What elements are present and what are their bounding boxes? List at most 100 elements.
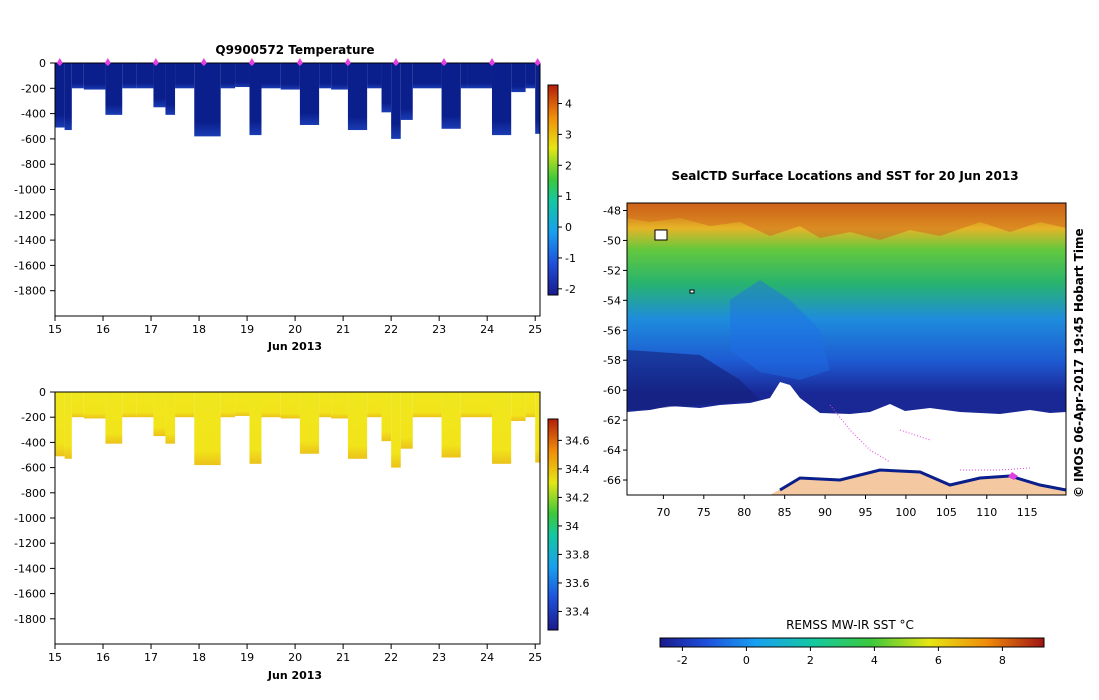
map-y-tick-label: -56 — [603, 324, 621, 337]
x-tick-label: 21 — [336, 651, 350, 664]
map-x-tick-label: 110 — [976, 506, 997, 519]
map-y-tick-label: -50 — [603, 234, 621, 247]
temperature-panel: Q9900572 Temperature 0 -200 -400 -600 -800 -1… — [14, 43, 576, 353]
y-tick-label: -800 — [21, 487, 46, 500]
y-tick-label: -200 — [21, 411, 46, 424]
salinity-profile-column — [122, 392, 137, 418]
map-x-tick-label: 90 — [818, 506, 832, 519]
map-x-tick-label: 85 — [778, 506, 792, 519]
profile-marker — [440, 58, 447, 66]
temperature-profile-column — [136, 63, 154, 89]
sst-cold-region — [627, 350, 760, 410]
y-tick-label: -1200 — [14, 537, 46, 550]
temperature-profile-column — [347, 63, 368, 131]
temperature-profile-column — [249, 63, 262, 136]
salinity-profile-column — [175, 392, 195, 418]
credit-text: IMOS 06-Apr-2017 19:45 Hobart Time — [1072, 228, 1086, 482]
salinity-profile-column — [525, 392, 536, 418]
x-tick-label: 17 — [144, 651, 158, 664]
salinity-profile-column — [467, 392, 492, 418]
temperature-profile-column — [64, 63, 72, 131]
map-x-tick-label: 70 — [656, 506, 670, 519]
salinity-profile-column — [220, 392, 236, 418]
seal-position-marker — [1008, 472, 1018, 480]
temperature-title: Q9900572 Temperature — [215, 43, 374, 57]
salinity-colorbar-ticks: 33.4 33.6 33.8 34 34.2 34.4 34.6 — [558, 434, 590, 618]
salinity-plot-frame — [54, 391, 541, 645]
map-x-tick-label: 115 — [1017, 506, 1038, 519]
colorbar-tick-label: 34.6 — [565, 434, 590, 447]
profile-marker — [344, 58, 351, 66]
temperature-profile-column — [319, 63, 332, 89]
profile-marker — [104, 58, 111, 66]
sst-map-panel: SealCTD Surface Locations and SST for 20… — [603, 169, 1067, 667]
sst-field — [627, 203, 1067, 495]
x-tick-label: 19 — [240, 323, 254, 336]
x-tick-label: 22 — [384, 323, 398, 336]
antarctic-land — [770, 470, 1066, 495]
salinity-y-axis: 0 -200 -400 -600 -800 -1000 -1200 -1400 -1600 -18… — [14, 386, 55, 626]
x-tick-label: 25 — [528, 651, 542, 664]
map-frame — [626, 202, 1067, 496]
sst-colorbar-tick-label: 4 — [871, 654, 878, 667]
map-y-tick-label: -58 — [603, 354, 621, 367]
map-x-tick-label: 80 — [737, 506, 751, 519]
map-x-tick-label: 75 — [697, 506, 711, 519]
profile-marker — [392, 58, 399, 66]
temperature-y-axis: 0 -200 -400 -600 -800 -1000 -1200 -1400 -1600 -18… — [14, 57, 55, 298]
salinity-profile-column — [319, 392, 332, 418]
x-tick-label: 15 — [48, 651, 62, 664]
sst-colorbar-tick-label: 2 — [807, 654, 814, 667]
temperature-profile-column — [175, 63, 195, 89]
salinity-profile-column — [491, 392, 512, 464]
map-y-tick-label: -52 — [603, 264, 621, 277]
y-tick-label: -1200 — [14, 209, 46, 222]
temperature-profile-column — [280, 63, 300, 90]
salinity-profile-column — [381, 392, 392, 442]
profile-marker — [488, 58, 495, 66]
salinity-profile-column — [194, 392, 221, 466]
temperature-profile-column — [381, 63, 392, 113]
salinity-profile-column — [391, 392, 401, 468]
y-tick-label: -800 — [21, 158, 46, 171]
salinity-profile-column — [165, 392, 176, 444]
colorbar-tick-label: 33.4 — [565, 605, 590, 618]
temperature-profile-column — [412, 63, 442, 89]
salinity-profile-column — [511, 392, 526, 421]
temperature-profile-column — [153, 63, 166, 108]
salinity-profile-column — [136, 392, 154, 418]
temperature-profile-column — [194, 63, 221, 137]
x-tick-label: 21 — [336, 323, 350, 336]
profile-marker — [296, 58, 303, 66]
salinity-profile-column — [249, 392, 262, 464]
temperature-profile-column — [525, 63, 536, 89]
sst-colorbar — [659, 637, 1045, 648]
x-tick-label: 24 — [480, 323, 494, 336]
temperature-profile-column — [220, 63, 236, 89]
sst-ocean-field — [627, 203, 1066, 414]
y-tick-label: -400 — [21, 436, 46, 449]
profile-marker — [248, 58, 255, 66]
profile-marker — [534, 58, 541, 66]
x-tick-label: 15 — [48, 323, 62, 336]
map-y-tick-label: -62 — [603, 414, 621, 427]
salinity-profile-column — [55, 392, 65, 457]
sst-colorbar-tick-label: 6 — [935, 654, 942, 667]
map-y-tick-label: -64 — [603, 444, 621, 457]
temperature-profile-column — [83, 63, 106, 90]
salinity-panel: 0 -200 -400 -600 -800 -1000 -1200 -1400 -1600 -18… — [14, 386, 589, 682]
profile-marker — [200, 58, 207, 66]
y-tick-label: -1400 — [14, 562, 46, 575]
temperature-profile-column — [105, 63, 123, 115]
temperature-profile-column — [511, 63, 526, 93]
temperature-x-axis: 15 16 17 18 19 20 21 22 23 24 25 — [48, 316, 542, 336]
x-tick-label: 20 — [288, 323, 302, 336]
island-kerguelen — [654, 229, 668, 241]
y-tick-label: -1800 — [14, 285, 46, 298]
y-tick-label: 0 — [39, 386, 46, 399]
temperature-profile-column — [400, 63, 413, 120]
sst-colorbar-tick-label: -2 — [677, 654, 688, 667]
y-tick-label: 0 — [39, 57, 46, 70]
colorbar-tick-label: 34 — [565, 520, 579, 533]
